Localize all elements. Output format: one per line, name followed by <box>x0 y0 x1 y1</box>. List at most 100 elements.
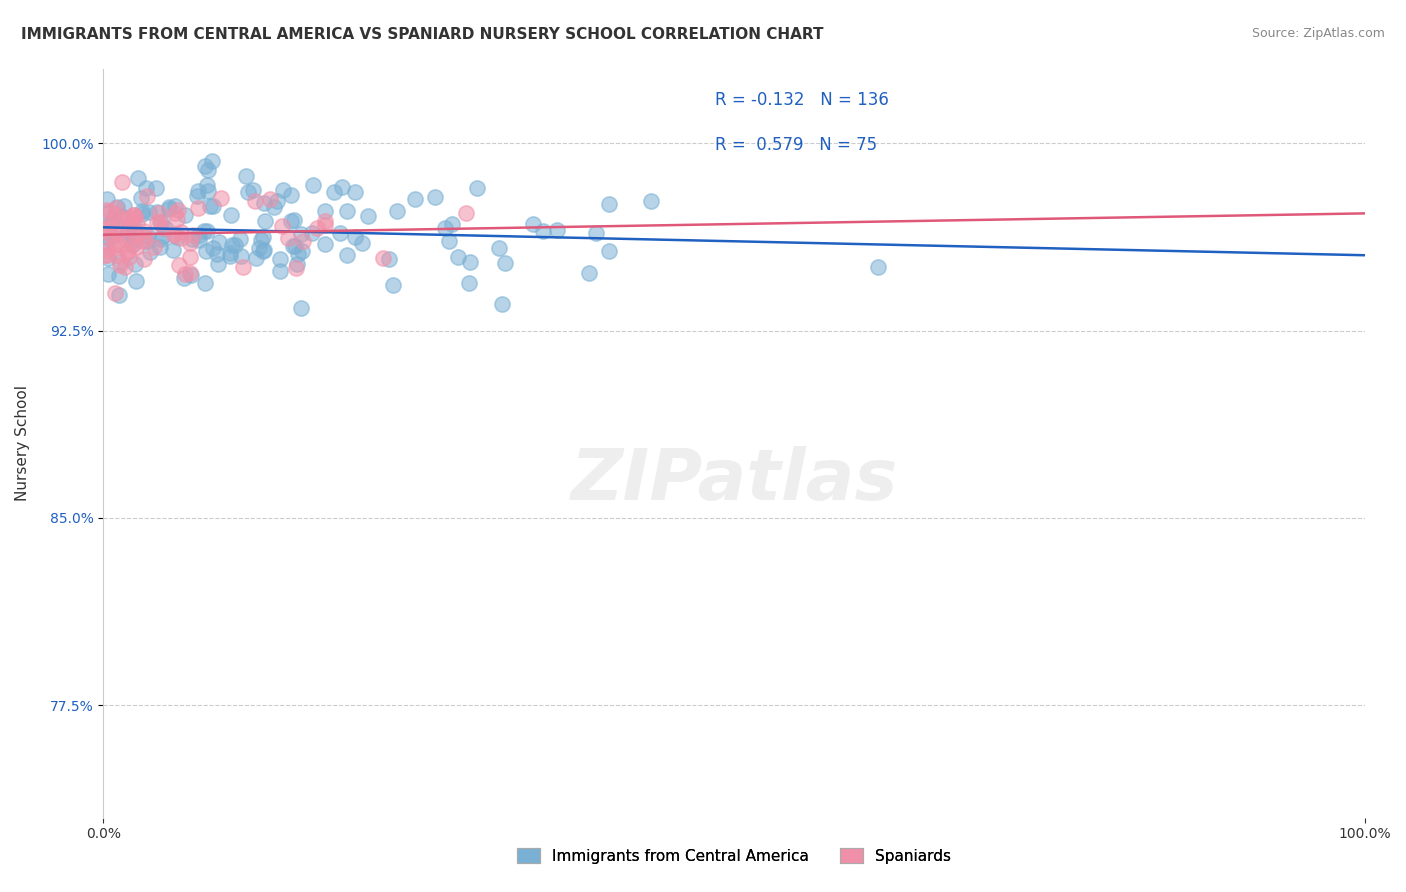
Point <box>371 252 394 266</box>
Point <box>134 230 156 244</box>
Point <box>131 203 153 218</box>
Point <box>224 238 246 252</box>
Y-axis label: Nursery School: Nursery School <box>15 385 30 501</box>
Point <box>208 235 231 249</box>
Text: IMMIGRANTS FROM CENTRAL AMERICA VS SPANIARD NURSERY SCHOOL CORRELATION CHART: IMMIGRANTS FROM CENTRAL AMERICA VS SPANI… <box>21 27 824 42</box>
Point <box>187 228 209 243</box>
Point <box>195 178 218 192</box>
Point <box>162 244 184 258</box>
Point <box>98 232 121 246</box>
Point <box>122 236 145 251</box>
Point <box>266 194 288 209</box>
Point <box>93 235 115 250</box>
Point <box>194 276 217 290</box>
Point <box>254 213 277 227</box>
Point <box>107 269 129 284</box>
Point <box>111 211 134 226</box>
Point <box>202 241 225 255</box>
Point <box>314 203 336 218</box>
Point <box>104 207 127 221</box>
Point <box>180 232 202 246</box>
Point <box>285 257 308 271</box>
Point <box>125 227 148 242</box>
Point <box>201 154 224 169</box>
Point <box>585 226 607 240</box>
Point <box>166 211 188 226</box>
Point <box>108 217 131 231</box>
Point <box>155 221 177 235</box>
Point <box>139 245 162 260</box>
Point <box>163 228 186 243</box>
Point <box>271 183 294 197</box>
Point <box>152 228 174 243</box>
Point <box>108 226 131 240</box>
Point <box>253 244 276 258</box>
Point <box>135 181 157 195</box>
Point <box>94 202 117 217</box>
Point <box>235 169 257 183</box>
Point <box>488 241 510 255</box>
Point <box>107 248 129 262</box>
Point <box>277 230 299 244</box>
Point <box>110 210 132 224</box>
Point <box>150 232 173 246</box>
Point <box>598 244 620 259</box>
Point <box>336 248 359 262</box>
Text: R =  0.579   N = 75: R = 0.579 N = 75 <box>716 136 877 154</box>
Point <box>494 256 516 270</box>
Point <box>229 232 252 246</box>
Point <box>433 220 456 235</box>
Point <box>170 225 193 239</box>
Point <box>159 202 181 216</box>
Point <box>290 244 312 259</box>
Point <box>132 252 155 267</box>
Point <box>96 192 118 206</box>
Point <box>104 286 127 301</box>
Point <box>250 233 273 247</box>
Point <box>142 240 165 254</box>
Point <box>197 184 219 198</box>
Point <box>314 237 336 252</box>
Point <box>404 193 426 207</box>
Point <box>187 184 209 198</box>
Point <box>271 219 294 233</box>
Point <box>447 251 470 265</box>
Point <box>242 183 264 197</box>
Point <box>284 239 307 253</box>
Point <box>598 197 620 211</box>
Point <box>281 239 304 253</box>
Point <box>169 258 191 272</box>
Point <box>138 205 160 219</box>
Point <box>283 212 305 227</box>
Point <box>96 244 118 258</box>
Point <box>117 251 139 265</box>
Point <box>307 221 329 235</box>
Point <box>179 266 201 280</box>
Point <box>198 199 221 213</box>
Point <box>127 216 149 230</box>
Point <box>387 204 409 219</box>
Point <box>205 247 228 261</box>
Point <box>122 208 145 222</box>
Point <box>301 226 323 240</box>
Point <box>187 201 209 215</box>
Point <box>100 217 122 231</box>
Point <box>121 238 143 252</box>
Point <box>146 205 169 219</box>
Point <box>197 163 219 178</box>
Point <box>103 240 125 254</box>
Point <box>122 220 145 235</box>
Point <box>181 228 204 243</box>
Point <box>441 217 464 231</box>
Point <box>252 230 274 244</box>
Point <box>104 226 127 240</box>
Point <box>219 246 242 260</box>
Point <box>174 267 197 281</box>
Point <box>329 227 352 241</box>
Point <box>122 209 145 223</box>
Point <box>243 194 266 208</box>
Point <box>122 233 145 247</box>
Point <box>165 199 187 213</box>
Point <box>269 252 291 267</box>
Point <box>120 217 142 231</box>
